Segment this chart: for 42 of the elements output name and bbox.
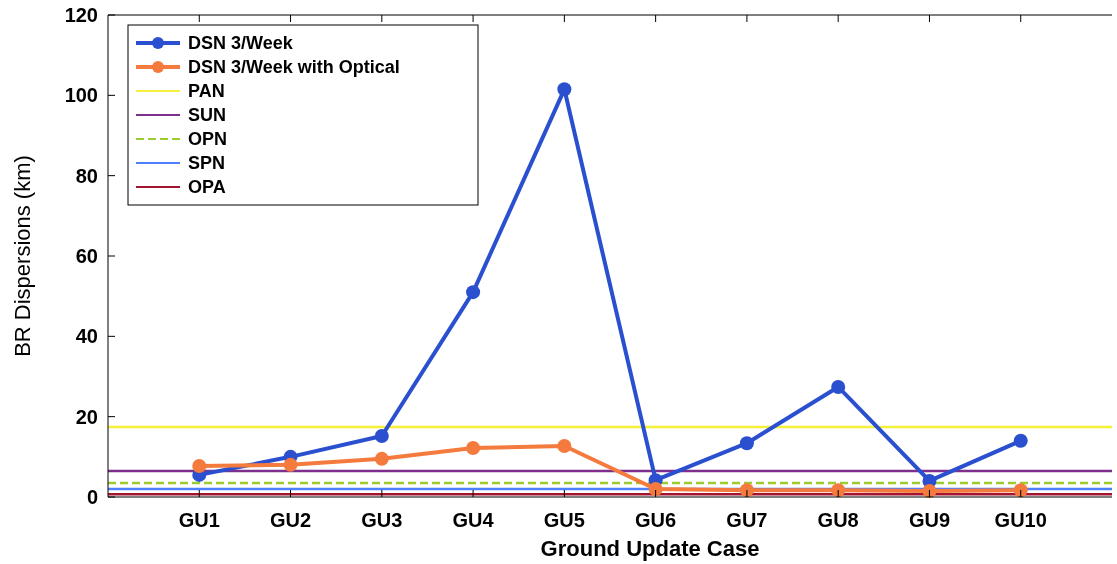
legend-label: OPA [188, 177, 226, 198]
legend-label: DSN 3/Week with Optical [188, 57, 400, 78]
legend-label: SPN [188, 153, 226, 174]
point [192, 459, 207, 474]
point [374, 428, 389, 443]
y-tick-label: 120 [64, 4, 98, 26]
x-tick-label: GU3 [361, 509, 403, 531]
point [831, 379, 846, 394]
point [283, 457, 298, 472]
x-tick-label: GU1 [178, 509, 220, 531]
x-axis-title: Ground Update Case [540, 536, 760, 561]
y-tick-label: 60 [75, 245, 98, 267]
point [557, 438, 572, 453]
point [557, 82, 572, 97]
x-tick-label: GU6 [635, 509, 677, 531]
point [831, 483, 846, 498]
y-tick-label: 80 [75, 164, 98, 187]
point [739, 436, 754, 451]
y-axis-title: BR Dispersions (km) [10, 155, 35, 357]
y-tick-label: 20 [75, 405, 98, 428]
point [466, 441, 481, 455]
x-tick-label: GU5 [543, 509, 585, 531]
y-tick-label: 0 [86, 486, 98, 508]
point [648, 481, 663, 496]
legend-label: PAN [188, 81, 225, 102]
point [922, 483, 937, 498]
y-tick-label: 40 [75, 325, 98, 348]
point [374, 451, 389, 466]
x-tick-label: GU2 [269, 509, 312, 531]
point [739, 483, 754, 498]
legend-label: DSN 3/Week [188, 33, 294, 54]
x-tick-label: GU9 [908, 509, 951, 531]
x-tick-label: GU7 [726, 509, 768, 531]
point [1013, 433, 1028, 448]
point [1013, 483, 1028, 498]
legend-label: SUN [188, 105, 227, 126]
x-tick-label: GU4 [452, 509, 495, 531]
x-tick-label: GU8 [817, 509, 859, 531]
y-tick-label: 100 [64, 84, 98, 107]
x-tick-label: GU10 [994, 509, 1047, 531]
legend-label: OPN [188, 129, 228, 150]
point [466, 285, 481, 300]
